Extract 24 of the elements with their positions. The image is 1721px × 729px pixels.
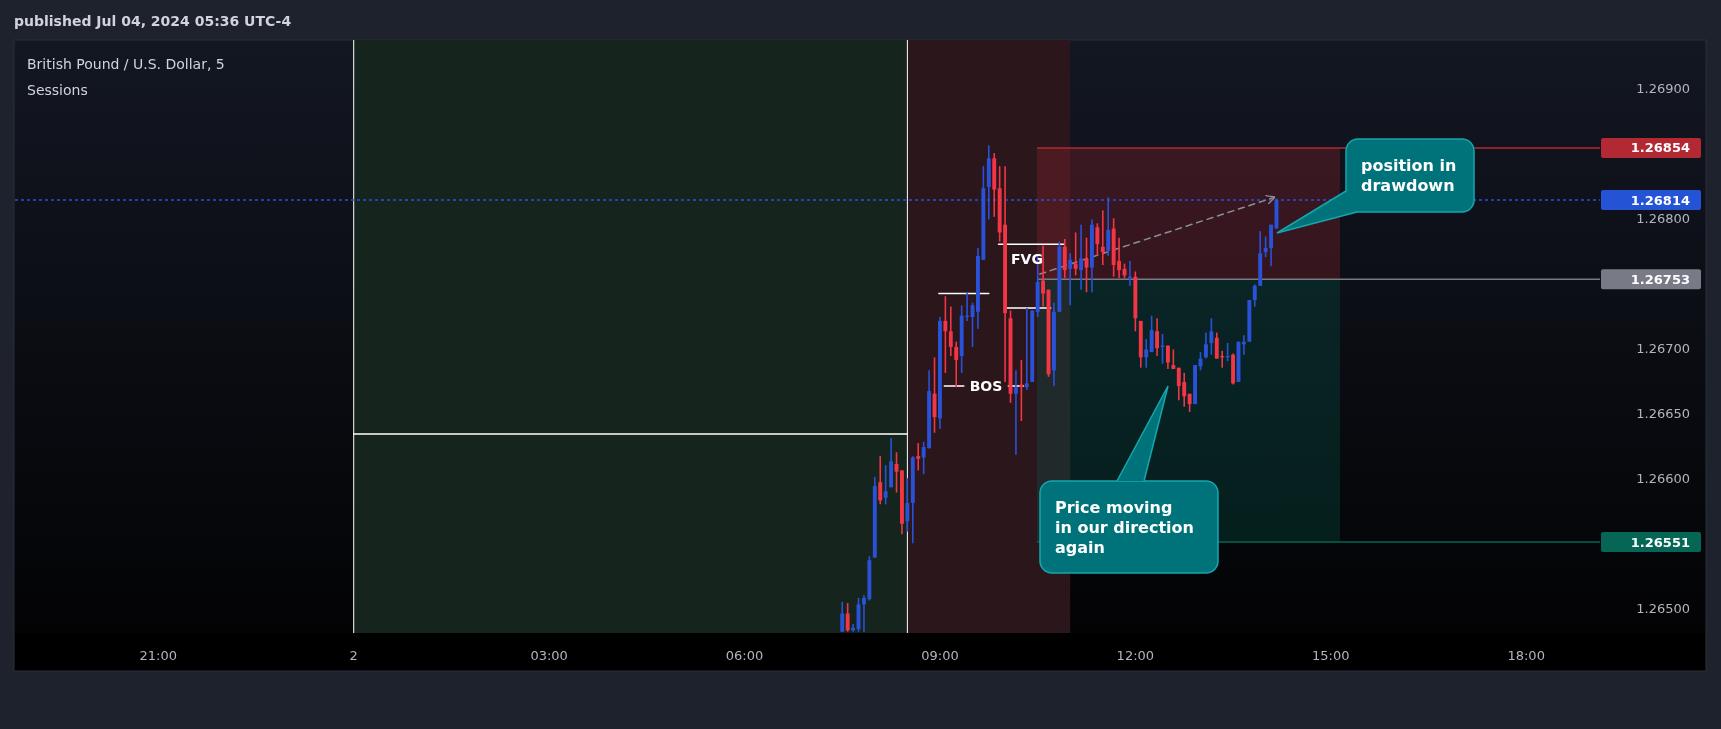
y-tick-label: 1.26800 xyxy=(1636,210,1690,226)
annotation: BOS xyxy=(969,377,1003,394)
text: published Jul 04, 2024 05:36 UTC-4 xyxy=(14,12,292,29)
y-tick-label: 1.26600 xyxy=(1636,470,1690,486)
ref-line-label: 1.26854 xyxy=(1630,140,1690,156)
ref-line-label: 1.26814 xyxy=(1630,192,1690,208)
x-tick-label: 03:00 xyxy=(530,647,568,663)
ref-line-label: 1.26551 xyxy=(1630,534,1690,550)
x-tick-label: 12:00 xyxy=(1116,647,1155,663)
x-tick-label: 18:00 xyxy=(1507,647,1545,663)
x-tick-label: 15:00 xyxy=(1312,647,1350,663)
y-tick-label: 1.26900 xyxy=(1636,80,1690,96)
text: Sessions xyxy=(27,81,88,98)
x-tick-label: 21:00 xyxy=(139,647,178,663)
y-tick-label: 1.26700 xyxy=(1636,340,1690,356)
annotation: position in drawdown xyxy=(1361,156,1457,196)
annotation: Price moving in our direction again xyxy=(1055,497,1194,557)
text: British Pound / U.S. Dollar, 5 xyxy=(27,55,225,72)
y-tick-label: 1.26500 xyxy=(1636,600,1690,616)
x-tick-label: 09:00 xyxy=(921,647,959,663)
y-tick-label: 1.26650 xyxy=(1636,405,1690,421)
x-tick-label: 2 xyxy=(349,647,358,663)
x-tick-label: 06:00 xyxy=(725,647,764,663)
ref-line-label: 1.26753 xyxy=(1630,271,1690,287)
